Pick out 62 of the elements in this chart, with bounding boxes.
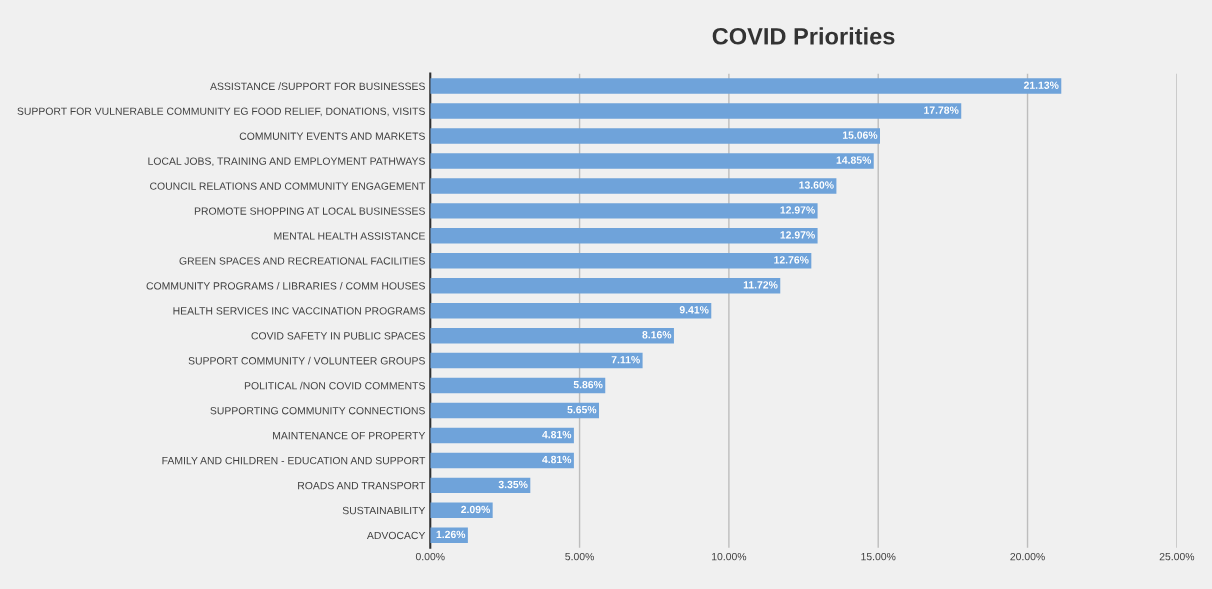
data-label: 13.60% — [799, 181, 834, 189]
data-label: 12.76% — [774, 256, 809, 264]
data-label: 11.72% — [743, 281, 778, 289]
data-label: 4.81% — [542, 455, 572, 464]
bar — [430, 178, 837, 194]
x-tick-label: 25.00% — [1159, 552, 1195, 561]
y-tick-label: HEALTH SERVICES INC VACCINATION PROGRAMS — [173, 307, 425, 315]
bar — [430, 427, 574, 444]
bar — [430, 278, 781, 294]
data-label: 21.13% — [1023, 81, 1059, 89]
y-tick-label: SUPPORTING COMMUNITY CONNECTIONS — [210, 407, 425, 415]
bar — [430, 327, 674, 344]
data-label: 3.35% — [498, 480, 528, 489]
data-label: 15.06% — [842, 131, 878, 139]
y-tick-label: MENTAL HEALTH ASSISTANCE — [274, 232, 425, 240]
y-tick-label: MAINTENANCE OF PROPERTY — [273, 431, 426, 440]
x-tick-label: 0.00% — [415, 552, 445, 561]
y-tick-label: COMMUNITY PROGRAMS / LIBRARIES / COMM HOUSES — [146, 281, 425, 290]
data-label: 9.41% — [679, 306, 709, 314]
bar — [430, 377, 606, 394]
y-tick-label: SUPPORT COMMUNITY / VOLUNTEER GROUPS — [188, 356, 425, 365]
y-tick-label: POLITICAL /NON COVID COMMENTS — [244, 381, 425, 390]
y-tick-label: ADVOCACY — [366, 531, 426, 540]
bar — [430, 253, 812, 269]
y-tick-label: SUSTAINABILITY — [342, 506, 426, 515]
data-label: 5.86% — [573, 380, 603, 389]
x-tick-label: 5.00% — [565, 552, 594, 561]
bar — [430, 477, 531, 494]
bar — [430, 153, 874, 169]
bar — [430, 203, 818, 219]
y-tick-label: COUNCIL RELATIONS AND COMMUNITY ENGAGEMENT — [150, 182, 426, 190]
x-tick-label: 15.00% — [861, 552, 896, 561]
bar — [430, 352, 643, 369]
data-label: 2.09% — [461, 505, 491, 514]
x-tick-label: 10.00% — [712, 552, 747, 561]
x-tick-label: 20.00% — [1010, 552, 1045, 561]
data-label: 12.97% — [780, 206, 815, 214]
data-label: 4.81% — [542, 430, 572, 439]
bar — [430, 228, 818, 244]
bar — [430, 128, 881, 144]
y-tick-label: PROMOTE SHOPPING AT LOCAL BUSINESSES — [194, 207, 425, 215]
bar — [430, 302, 712, 319]
y-tick-label: COMMUNITY EVENTS AND MARKETS — [239, 132, 425, 140]
bar — [430, 103, 962, 119]
data-label: 8.16% — [642, 331, 672, 339]
y-tick-label: LOCAL JOBS, TRAINING AND EMPLOYMENT PATHWAYS — [148, 157, 425, 167]
bar — [430, 78, 1062, 94]
y-tick-label: FAMILY AND CHILDREN - EDUCATION AND SUPPORT — [162, 456, 426, 465]
data-label: 12.97% — [780, 231, 815, 239]
data-label: 14.85% — [836, 156, 872, 164]
data-label: 7.11% — [611, 356, 640, 364]
y-tick-label: ASSISTANCE /SUPPORT FOR BUSINESSES — [210, 82, 425, 90]
chart-title: COVID Priorities — [712, 27, 895, 45]
bar — [430, 402, 599, 419]
y-tick-label: GREEN SPACES AND RECREATIONAL FACILITIES — [179, 257, 425, 265]
data-label: 5.65% — [567, 405, 597, 414]
y-tick-label: COVID SAFETY IN PUBLIC SPACES — [251, 332, 425, 340]
data-label: 1.26% — [436, 530, 466, 539]
y-tick-label: ROADS AND TRANSPORT — [298, 481, 426, 490]
y-tick-label: SUPPORT FOR VULNERABLE COMMUNITY EG FOOD RELIEF, DONATIONS, VISITS — [17, 107, 425, 117]
bar — [430, 452, 574, 469]
data-label: 17.78% — [924, 106, 959, 114]
